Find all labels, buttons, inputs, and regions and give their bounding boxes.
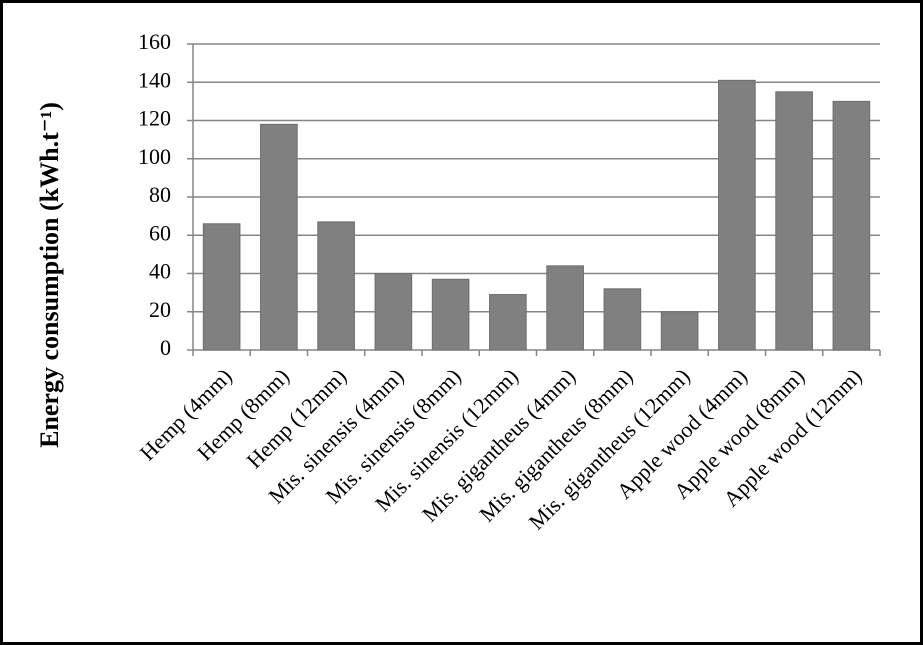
y-tick-label: 140 [138, 67, 171, 92]
y-tick-label: 160 [138, 29, 171, 54]
y-tick-label: 120 [138, 106, 171, 131]
y-tick-label: 40 [149, 259, 171, 284]
y-tick-label: 0 [160, 335, 171, 360]
y-tick-label: 80 [149, 182, 171, 207]
bar [489, 294, 527, 351]
bar [775, 91, 813, 351]
bar [317, 221, 355, 351]
bar [260, 123, 298, 351]
y-tick-label: 100 [138, 144, 171, 169]
y-tick-label: 60 [149, 220, 171, 245]
bar [202, 223, 241, 351]
bar [374, 273, 413, 351]
y-axis-title: Energy consumption (kWh.t⁻¹) [35, 102, 64, 448]
bar [718, 79, 756, 351]
y-tick-label: 20 [149, 297, 171, 322]
bar [832, 100, 871, 351]
bar [603, 288, 642, 351]
bar [546, 265, 584, 351]
bar [660, 311, 699, 351]
bar [431, 278, 470, 351]
